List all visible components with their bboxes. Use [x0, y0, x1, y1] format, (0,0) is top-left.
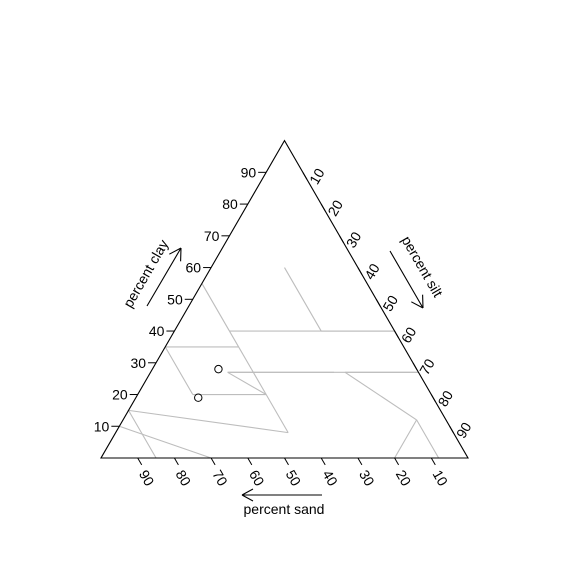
- class-boundary-9: [265, 394, 289, 433]
- silt-tick: [394, 330, 400, 339]
- sand-tick-label: 20: [393, 467, 415, 489]
- sand-tick: [320, 457, 326, 466]
- sand-tick: [137, 457, 143, 466]
- sand-tick-label: 50: [283, 467, 305, 489]
- silt-tick-label: 40: [361, 261, 383, 283]
- sand-axis-title: percent sand: [241, 488, 325, 517]
- silt-tick-label: 50: [379, 292, 401, 314]
- silt-tick-label: 60: [398, 324, 420, 346]
- class-boundary-14: [344, 371, 417, 421]
- sand-tick-label: 80: [173, 467, 195, 489]
- clay-tick-label: 20: [112, 387, 128, 403]
- clay-tick-label: 30: [130, 355, 146, 371]
- clay-tick-label: 50: [167, 291, 183, 307]
- silt-tick: [302, 172, 308, 180]
- sand-tick-label: 60: [246, 467, 268, 489]
- clay-tick-label: 60: [186, 260, 202, 276]
- class-boundary-15: [416, 419, 440, 459]
- texture-class-boundaries: [100, 267, 440, 459]
- silt-tick-label: 10: [306, 165, 328, 187]
- class-boundary-2: [228, 330, 252, 370]
- class-boundary-10: [128, 409, 289, 434]
- sand-axis-label: percent sand: [244, 501, 325, 517]
- axis-ticks: [111, 171, 455, 466]
- class-boundary-11: [164, 346, 194, 395]
- data-point: [194, 393, 203, 402]
- triangle-frame: [100, 139, 469, 459]
- silt-tick: [375, 299, 381, 307]
- sand-tick-label: 90: [136, 467, 158, 489]
- clay-tick-label: 10: [94, 418, 110, 434]
- sand-tick: [394, 457, 400, 466]
- silt-tick-label: 30: [343, 229, 365, 251]
- class-boundary-0: [201, 283, 230, 332]
- silt-tick-label: 70: [416, 356, 438, 378]
- class-boundary-12: [284, 267, 322, 332]
- silt-tick: [357, 267, 363, 275]
- sand-tick: [357, 457, 363, 466]
- silt-tick: [430, 394, 436, 402]
- class-boundary-17: [394, 419, 418, 459]
- silt-axis-arrow: [389, 250, 424, 309]
- silt-tick-label: 20: [324, 197, 346, 219]
- silt-axis-title: percent silt: [389, 233, 446, 309]
- sand-tick: [210, 457, 216, 466]
- clay-tick-label: 70: [204, 228, 220, 244]
- class-boundary-20: [119, 425, 212, 459]
- silt-tick-label: 90: [453, 419, 475, 441]
- sand-tick-label: 40: [319, 467, 341, 489]
- class-boundary-7: [227, 371, 267, 395]
- data-point: [214, 364, 223, 374]
- clay-axis-arrow: [146, 247, 182, 307]
- sand-axis-arrow: [241, 488, 322, 502]
- silt-tick: [412, 362, 418, 370]
- sand-tick: [430, 457, 436, 466]
- sand-tick: [284, 457, 289, 466]
- silt-tick: [339, 235, 344, 243]
- clay-tick-label: 90: [241, 164, 257, 180]
- sand-tick-label: 10: [429, 467, 451, 489]
- silt-tick: [449, 426, 455, 434]
- silt-axis-label: percent silt: [398, 233, 446, 300]
- sand-tick: [247, 457, 253, 466]
- clay-tick-label: 80: [222, 196, 238, 212]
- clay-tick-label: 40: [149, 323, 165, 339]
- clay-axis-label: percent clay: [120, 237, 172, 310]
- sand-tick-label: 30: [356, 467, 378, 489]
- sand-tick-label: 70: [209, 467, 231, 489]
- data-points: [194, 364, 223, 402]
- class-boundary-6: [250, 368, 267, 395]
- silt-tick-label: 80: [434, 388, 456, 410]
- sand-tick: [173, 457, 179, 466]
- silt-tick: [320, 203, 326, 212]
